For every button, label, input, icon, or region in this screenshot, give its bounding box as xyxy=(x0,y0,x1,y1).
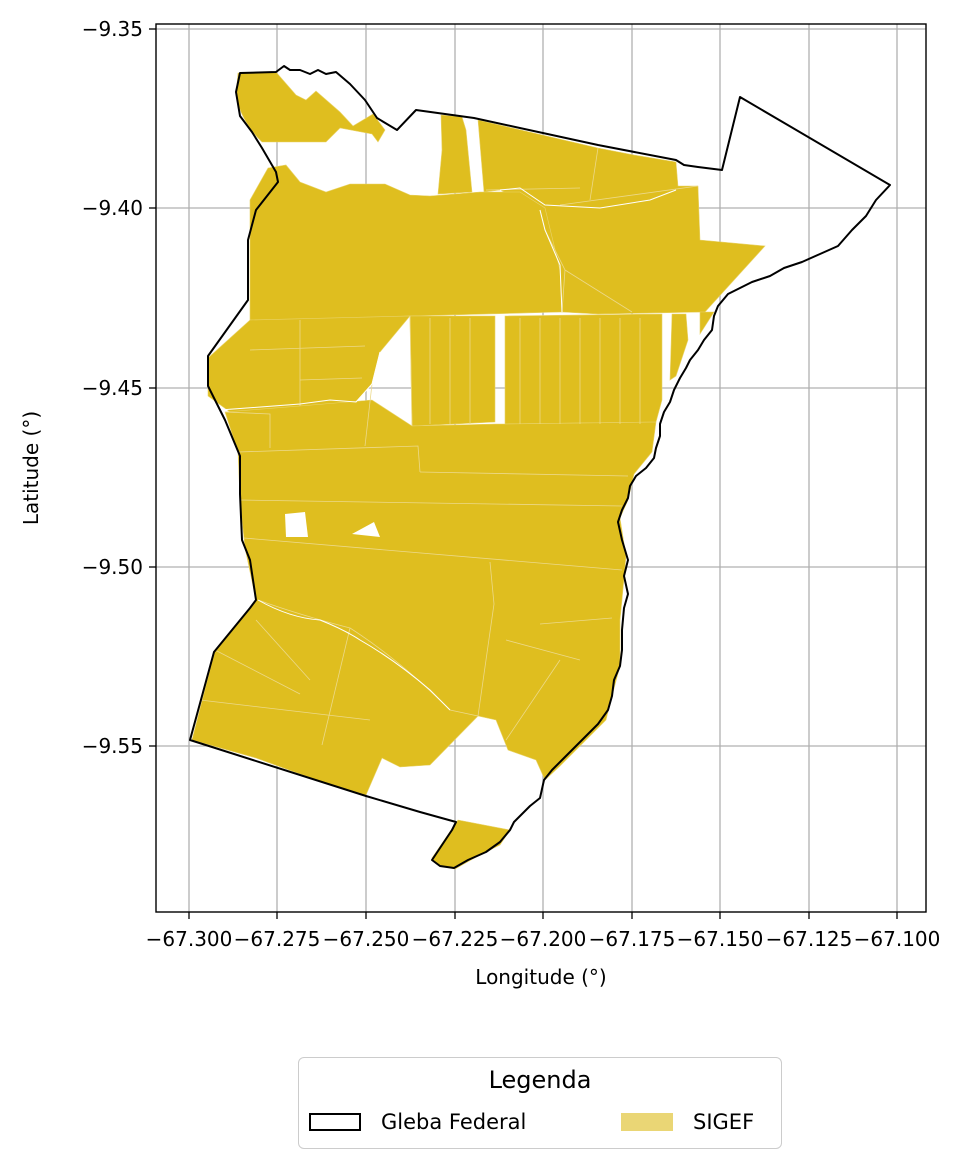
legend-item-sigef: SIGEF xyxy=(621,1110,754,1134)
y-tick-label: −9.45 xyxy=(82,376,143,400)
sigef-parcel xyxy=(409,315,496,427)
x-axis-label: Longitude (°) xyxy=(475,965,606,989)
axes-frame xyxy=(155,23,927,913)
parcel-divisions xyxy=(199,147,699,746)
internal-white-lines xyxy=(219,187,677,711)
y-tick-label: −9.35 xyxy=(82,17,143,41)
legend-item-label: SIGEF xyxy=(693,1110,755,1134)
y-tick-labels: −9.35 −9.40 −9.45 −9.50 −9.55 xyxy=(82,17,143,758)
sigef-parcel xyxy=(669,313,689,381)
x-tick-label: −67.150 xyxy=(677,927,764,951)
y-tick-label: −9.55 xyxy=(82,734,143,758)
gleba-federal-outline xyxy=(189,65,891,869)
x-tick-label: −67.225 xyxy=(412,927,499,951)
sigef-parcels xyxy=(191,71,766,870)
sigef-gaps xyxy=(285,512,380,537)
legend-item-gleba-federal: Gleba Federal xyxy=(309,1110,526,1134)
x-tick-label: −67.125 xyxy=(766,927,853,951)
y-axis-label: Latitude (°) xyxy=(19,411,43,525)
sigef-parcel xyxy=(699,311,715,336)
y-tick-label: −9.50 xyxy=(82,555,143,579)
x-tick-label: −67.300 xyxy=(146,927,233,951)
x-tick-label: −67.250 xyxy=(323,927,410,951)
outline-rectangle-icon xyxy=(309,1113,361,1131)
legend-item-label: Gleba Federal xyxy=(381,1110,527,1134)
legend-title: Legenda xyxy=(488,1066,592,1094)
x-tick-label: −67.275 xyxy=(234,927,321,951)
legend: Legenda Gleba Federal SIGEF xyxy=(298,1057,782,1149)
y-tick-label: −9.40 xyxy=(82,196,143,220)
sigef-parcel xyxy=(504,313,663,425)
tick-marks xyxy=(149,28,898,919)
x-tick-labels: −67.300 −67.275 −67.250 −67.225 −67.200 … xyxy=(146,927,941,951)
x-tick-label: −67.100 xyxy=(854,927,941,951)
x-tick-label: −67.175 xyxy=(589,927,676,951)
filled-rectangle-icon xyxy=(621,1113,673,1131)
x-tick-label: −67.200 xyxy=(500,927,587,951)
